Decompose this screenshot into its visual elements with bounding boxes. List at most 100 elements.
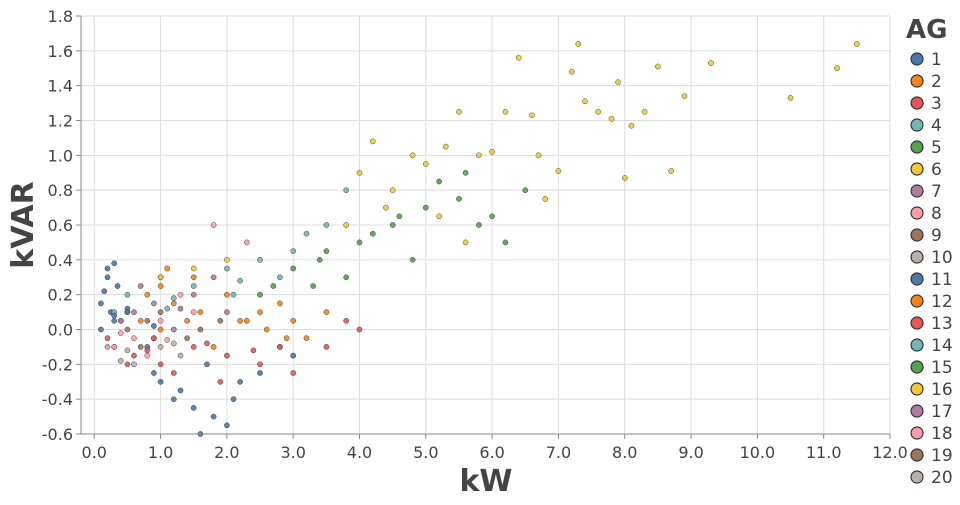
- axes-layer: 0.0 1.0 2.0 3.0 4.0 5.0 6.0 7.0 8.0 9.0 10.0 11.0 12…: [42, 7, 908, 462]
- legend-symbol: [910, 184, 924, 198]
- data-point: [104, 335, 111, 342]
- legend-symbol: [910, 360, 924, 374]
- data-point: [124, 291, 131, 298]
- data-point: [101, 288, 107, 295]
- x-tick-label: 9.0: [678, 443, 703, 462]
- data-point: [190, 283, 197, 289]
- data-point: [263, 326, 270, 333]
- legend-label: 2: [931, 72, 942, 92]
- y-tick-label: 1.6: [48, 42, 73, 61]
- data-point: [197, 309, 204, 315]
- legend-label: 18: [931, 424, 953, 444]
- legend-label: 4: [931, 116, 942, 136]
- y-tick-label: -0.4: [42, 390, 73, 409]
- data-point: [383, 204, 389, 211]
- legend-label: 19: [931, 446, 953, 466]
- data-point: [343, 317, 350, 324]
- data-point: [396, 213, 403, 220]
- data-point: [210, 222, 217, 228]
- data-point: [290, 265, 297, 272]
- data-point: [555, 168, 562, 174]
- data-point: [190, 309, 197, 315]
- data-point: [170, 396, 177, 403]
- data-point: [834, 65, 840, 71]
- legend-symbol: [910, 294, 924, 308]
- series-9: [124, 309, 224, 350]
- x-tick-label: 2.0: [214, 443, 239, 462]
- legend-symbol: [910, 140, 924, 154]
- data-point: [237, 378, 243, 385]
- data-point: [502, 109, 509, 115]
- data-point: [681, 93, 688, 99]
- data-point: [257, 291, 263, 298]
- data-point: [151, 300, 157, 307]
- data-point: [515, 55, 522, 61]
- data-point: [157, 317, 164, 324]
- data-point: [343, 274, 350, 281]
- data-point: [323, 344, 330, 350]
- data-point: [151, 323, 157, 329]
- data-point: [164, 305, 170, 312]
- y-tick-label: 0.8: [48, 181, 73, 200]
- legend-symbol: [910, 382, 924, 396]
- data-point: [151, 335, 157, 342]
- data-point: [257, 361, 263, 368]
- data-point: [409, 256, 416, 263]
- data-point: [190, 405, 197, 411]
- data-point: [641, 109, 648, 115]
- data-point: [144, 317, 151, 324]
- data-point: [489, 213, 495, 220]
- data-point: [369, 138, 376, 145]
- data-point: [243, 317, 250, 324]
- data-point: [170, 340, 177, 347]
- data-point: [628, 122, 635, 129]
- legend-label: 20: [931, 468, 953, 488]
- x-tick-label: 0.0: [82, 443, 107, 462]
- series-6: [343, 41, 860, 246]
- data-point: [157, 274, 164, 281]
- x-tick-label: 8.0: [612, 443, 637, 462]
- legend-label: 6: [931, 160, 942, 180]
- data-point: [277, 344, 283, 350]
- x-tick-label: 6.0: [479, 443, 504, 462]
- data-point: [369, 230, 376, 237]
- data-point: [529, 112, 535, 119]
- series-3: [104, 317, 363, 385]
- y-tick-label: 1.0: [48, 146, 73, 165]
- data-point: [217, 378, 224, 385]
- data-point: [436, 178, 442, 185]
- data-point: [104, 344, 111, 350]
- data-point: [568, 68, 575, 75]
- data-point: [422, 204, 429, 211]
- legend-symbol: [910, 470, 924, 484]
- y-tick-label: 1.8: [48, 7, 73, 26]
- data-point: [356, 326, 363, 333]
- data-point: [184, 335, 190, 342]
- data-point: [310, 283, 316, 289]
- series-21: [111, 312, 157, 329]
- data-point: [316, 256, 323, 263]
- data-point: [277, 274, 283, 281]
- data-point: [323, 309, 330, 315]
- data-point: [124, 347, 131, 354]
- legend-symbol: [910, 272, 924, 286]
- data-point: [131, 335, 137, 342]
- data-point: [157, 361, 164, 368]
- data-point: [257, 309, 263, 315]
- x-tick-label: 7.0: [546, 443, 571, 462]
- data-point: [277, 300, 283, 307]
- x-tick-label: 3.0: [280, 443, 305, 462]
- data-point: [157, 283, 164, 289]
- data-point: [124, 309, 131, 315]
- data-point: [131, 352, 137, 359]
- data-point: [595, 109, 602, 115]
- data-point: [303, 230, 310, 237]
- legend-symbol: [910, 228, 924, 242]
- data-point: [230, 291, 237, 298]
- y-tick-label: 1.4: [48, 77, 73, 96]
- data-point: [124, 326, 131, 333]
- data-point: [290, 317, 297, 324]
- data-point: [151, 370, 157, 376]
- data-point: [144, 291, 151, 298]
- series-16: [157, 256, 230, 281]
